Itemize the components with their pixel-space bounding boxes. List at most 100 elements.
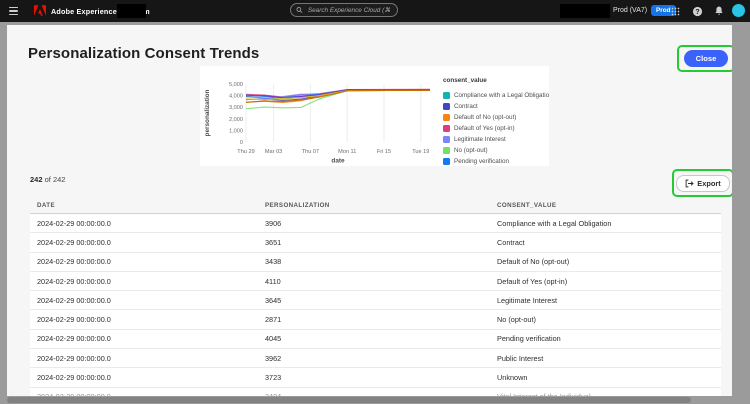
trend-chart-svg: 0 1,000 2,000 3,000 4,000 5,000 Thu 29 Mar 03 Th…	[204, 82, 431, 165]
svg-text:Thu 07: Thu 07	[302, 149, 319, 155]
cell-personalization: 4110	[265, 276, 281, 286]
cell-date: 2024-02-29 00:00:00.0	[37, 276, 111, 286]
table-row: 2024-02-29 00:00:00.0 3723 Unknown	[30, 368, 721, 388]
cell-personalization: 2871	[265, 315, 282, 325]
consent-trends-panel: Personalization Consent Trends Close 0 1,…	[7, 25, 732, 396]
svg-text:date: date	[331, 158, 345, 165]
redacted-sandbox-label	[117, 4, 146, 18]
cell-consent-value: Pending verification	[497, 334, 561, 344]
svg-text:1,000: 1,000	[229, 128, 243, 134]
legend-item: No (opt-out)	[443, 145, 547, 156]
table-row: 2024-02-29 00:00:00.0 3962 Public Interest	[30, 349, 721, 369]
legend-label: Contract	[454, 103, 478, 110]
table-row: 2024-02-29 00:00:00.0 3438 Default of No (…	[30, 252, 721, 272]
horizontal-scrollbar[interactable]	[7, 397, 691, 403]
table-row: 2024-02-29 00:00:00.0 3906 Compliance with…	[30, 214, 721, 234]
export-button[interactable]: Export	[676, 174, 730, 192]
cell-personalization: 3645	[265, 295, 282, 305]
search-bar[interactable]	[290, 3, 398, 17]
cell-personalization: 3906	[265, 218, 282, 228]
svg-text:Tue 19: Tue 19	[412, 149, 429, 155]
legend-label: No (opt-out)	[454, 147, 488, 154]
user-avatar[interactable]	[732, 4, 745, 17]
cell-date: 2024-02-29 00:00:00.0	[37, 334, 111, 344]
table-row: 2024-02-29 00:00:00.0 3651 Contract	[30, 233, 721, 253]
legend-item: Pending verification	[443, 156, 547, 166]
cell-personalization: 3962	[265, 353, 282, 363]
legend-item: Default of No (opt-out)	[443, 112, 547, 123]
redacted-org-label	[560, 4, 610, 18]
cell-personalization: 3404	[258, 392, 490, 396]
cell-personalization: 3438	[265, 257, 282, 267]
product-name: Adobe Experience Platform	[51, 7, 150, 16]
cell-consent-value: Contract	[497, 237, 525, 247]
notifications-bell-icon[interactable]	[712, 4, 726, 18]
legend-item: Contract	[443, 101, 547, 112]
export-annotation-box: Export	[672, 169, 732, 197]
svg-text:Thu 29: Thu 29	[237, 149, 254, 155]
cell-date: 2024-02-29 00:00:00.0	[37, 257, 111, 267]
svg-text:0: 0	[240, 140, 243, 146]
cell-consent-value: Public Interest	[497, 353, 544, 363]
search-input[interactable]	[305, 5, 392, 15]
table-row: 2024-02-29 00:00:00.0 3645 Legitimate Inte…	[30, 291, 721, 311]
trend-chart-card: 0 1,000 2,000 3,000 4,000 5,000 Thu 29 Mar 03 Th…	[200, 66, 549, 166]
environment-label: Prod (VA7)	[613, 7, 648, 14]
legend-title: consent_value	[443, 77, 487, 84]
result-count: 242 of 242	[30, 175, 66, 184]
legend-swatch	[443, 114, 450, 121]
cell-consent-value: Default of No (opt-out)	[497, 257, 570, 267]
cell-consent-value: Compliance with a Legal Obligation	[497, 218, 612, 228]
legend-swatch	[443, 125, 450, 132]
chart-legend: consent_value Compliance with a Legal Ob…	[443, 77, 549, 166]
cell-date: 2024-02-29 00:00:00.0	[37, 315, 111, 325]
svg-text:Mon 11: Mon 11	[338, 149, 356, 155]
svg-text:Mar 03: Mar 03	[265, 149, 282, 155]
environment-badge[interactable]: Prod	[651, 5, 676, 16]
cell-consent-value: Vital Interest of the Individual	[490, 392, 721, 396]
consent-table: DATE PERSONALIZATION CONSENT_VALUE 2024-02…	[30, 198, 721, 396]
legend-swatch	[443, 158, 450, 165]
cell-consent-value: Legitimate Interest	[497, 295, 558, 305]
legend-label: Legitimate Interest	[454, 136, 506, 143]
svg-text:?: ?	[695, 8, 699, 15]
page-title: Personalization Consent Trends	[28, 45, 260, 62]
table-row: 2024-02-29 00:00:00.0 4110 Default of Yes …	[30, 271, 721, 292]
table-body: 2024-02-29 00:00:00.0 3906 Compliance with…	[30, 214, 721, 396]
adobe-logo-icon[interactable]	[34, 5, 46, 16]
top-shell-bar: Adobe Experience Platform Prod (VA7) Pro…	[0, 0, 750, 22]
help-icon[interactable]: ?	[690, 4, 704, 18]
legend-label: Pending verification	[454, 158, 509, 165]
cell-consent-value: Unknown	[497, 373, 528, 383]
legend-item: Legitimate Interest	[443, 134, 547, 145]
column-header: PERSONALIZATION	[265, 202, 330, 209]
legend-label: Compliance with a Legal Obligation	[454, 92, 549, 99]
close-button[interactable]: Close	[683, 50, 729, 67]
svg-text:5,000: 5,000	[229, 82, 243, 88]
cell-date: 2024-02-29 00:00:00.0	[30, 392, 258, 396]
cell-personalization: 3651	[265, 237, 282, 247]
legend-swatch	[443, 147, 450, 154]
column-header: DATE	[37, 202, 55, 209]
column-header: CONSENT_VALUE	[497, 202, 557, 209]
legend-swatch	[443, 103, 450, 110]
cell-date: 2024-02-29 00:00:00.0	[37, 353, 111, 363]
export-icon	[685, 179, 694, 187]
app-switcher-icon[interactable]	[668, 4, 682, 18]
legend-item: Default of Yes (opt-in)	[443, 123, 547, 134]
legend-swatch	[443, 136, 450, 143]
hamburger-menu-icon[interactable]	[9, 7, 18, 15]
legend-swatch	[443, 92, 450, 99]
table-row: 2024-02-29 00:00:00.0 4045 Pending verific…	[30, 329, 721, 350]
cell-personalization: 4045	[265, 334, 282, 344]
cell-consent-value: No (opt-out)	[497, 315, 536, 325]
cell-date: 2024-02-29 00:00:00.0	[37, 218, 111, 228]
legend-label: Default of Yes (opt-in)	[454, 125, 515, 132]
chart-legend-items: Compliance with a Legal Obligation Contra…	[443, 90, 549, 166]
svg-text:personalization: personalization	[204, 89, 211, 136]
cell-date: 2024-02-29 00:00:00.0	[37, 237, 111, 247]
cell-consent-value: Default of Yes (opt-in)	[497, 276, 568, 286]
table-header: DATE PERSONALIZATION CONSENT_VALUE	[30, 198, 721, 214]
svg-text:4,000: 4,000	[229, 94, 243, 100]
cell-date: 2024-02-29 00:00:00.0	[37, 295, 111, 305]
